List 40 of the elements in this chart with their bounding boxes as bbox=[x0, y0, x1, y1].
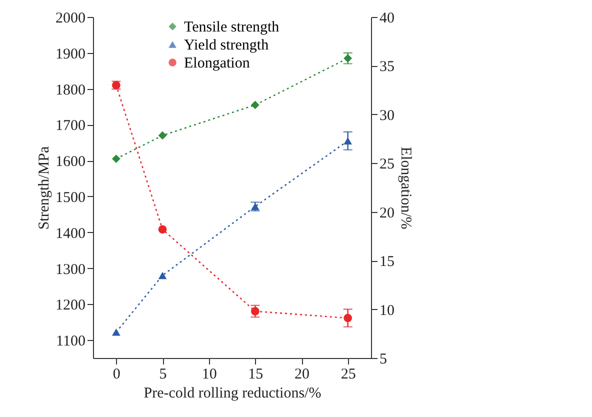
y2-tick-label: 20 bbox=[380, 205, 394, 222]
y-tick-label: 1600 bbox=[56, 154, 86, 170]
point bbox=[250, 100, 260, 110]
point bbox=[344, 137, 352, 144]
point bbox=[344, 314, 352, 322]
x-tick-label: 20 bbox=[294, 366, 310, 382]
x-tick-label: 25 bbox=[340, 366, 356, 382]
legend-label: Elongation bbox=[184, 56, 250, 72]
point bbox=[158, 225, 167, 234]
point bbox=[158, 272, 167, 280]
y2-tick-label: 35 bbox=[380, 59, 394, 76]
point bbox=[250, 307, 260, 316]
y-tick-label: 1300 bbox=[56, 262, 86, 278]
y2-tick-label: 40 bbox=[380, 10, 394, 26]
y2-tick-label: 30 bbox=[380, 108, 394, 124]
y-tick-label: 1700 bbox=[56, 118, 86, 134]
legend-label: Tensile strength bbox=[184, 20, 280, 36]
y-tick-label: 1200 bbox=[56, 298, 86, 314]
y-tick-label: 1800 bbox=[56, 82, 86, 98]
point bbox=[344, 54, 352, 62]
y2-tick-label: 5 bbox=[380, 352, 387, 368]
x-axis-title: Pre-cold rolling reductions/% bbox=[144, 386, 322, 402]
y-tick-label: 2000 bbox=[56, 10, 86, 26]
point bbox=[112, 154, 120, 163]
y-axis-title: Strength/MPa bbox=[36, 146, 52, 230]
y2-tick-label: 10 bbox=[380, 302, 394, 319]
y2-axis-title: Elongation/% bbox=[398, 146, 414, 230]
y-tick-label: 1400 bbox=[56, 226, 86, 242]
x-tick-label: 5 bbox=[159, 366, 167, 382]
y-tick-label: 1900 bbox=[56, 46, 86, 62]
y-tick-label: 1500 bbox=[56, 190, 86, 206]
point bbox=[158, 131, 167, 140]
legend-label: Yield strength bbox=[184, 38, 270, 54]
x-tick-label: 10 bbox=[202, 366, 217, 382]
y-tick-label: 1100 bbox=[56, 334, 86, 350]
x-tick-label: 0 bbox=[112, 366, 120, 382]
y2-tick-label: 25 bbox=[380, 156, 394, 173]
point bbox=[112, 328, 120, 336]
x-tick-label: 15 bbox=[248, 366, 264, 382]
y2-tick-label: 15 bbox=[380, 254, 394, 270]
